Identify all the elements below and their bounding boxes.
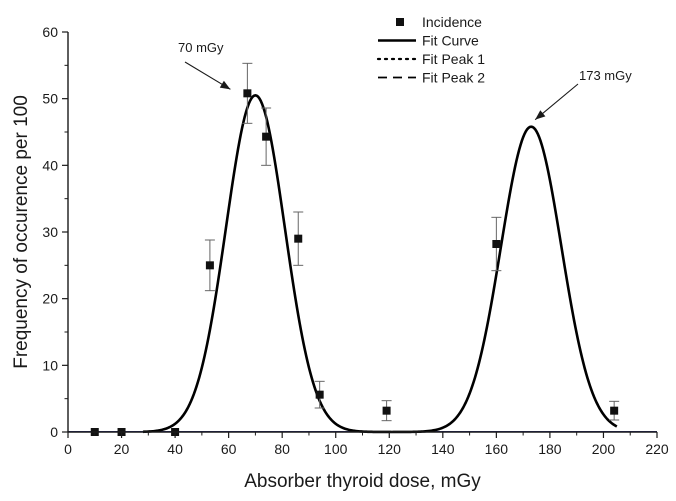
annotation-arrowhead-peak-2 — [535, 110, 546, 120]
annotation-label-peak-2: 173 mGy — [579, 68, 632, 83]
x-axis-ticks: 0 20 40 60 80 100 120 140 160 180 200 220 — [64, 432, 669, 457]
y-tick-label: 20 — [42, 291, 58, 307]
y-tick-label: 50 — [42, 91, 58, 107]
annotations: 70 mGy 173 mGy — [178, 40, 632, 121]
y-tick-label: 0 — [50, 424, 58, 440]
x-tick-label: 80 — [274, 441, 290, 457]
legend: Incidence Fit Curve Fit Peak 1 Fit Peak … — [376, 14, 485, 86]
x-axis-title: Absorber thyroid dose, mGy — [244, 471, 481, 492]
x-tick-label: 60 — [221, 441, 237, 457]
data-point — [382, 406, 391, 415]
data-point — [243, 89, 252, 98]
legend-marker-incidence — [396, 18, 404, 26]
y-tick-label: 30 — [42, 224, 58, 240]
plot-area — [68, 62, 657, 436]
x-tick-label: 140 — [431, 441, 455, 457]
x-tick-label: 160 — [485, 441, 509, 457]
data-point — [315, 390, 324, 399]
fit-curve-line — [142, 93, 618, 434]
data-point — [492, 240, 501, 248]
legend-label-fit-peak-1: Fit Peak 1 — [422, 51, 485, 67]
data-point — [205, 261, 214, 270]
x-tick-label: 0 — [64, 441, 72, 457]
x-tick-label: 40 — [167, 441, 183, 457]
y-tick-label: 10 — [42, 357, 58, 373]
y-tick-label: 40 — [42, 157, 58, 173]
x-tick-label: 200 — [592, 441, 616, 457]
x-tick-label: 220 — [645, 441, 669, 457]
y-tick-label: 60 — [42, 24, 58, 40]
y-axis-ticks: 0 10 20 30 40 50 60 — [42, 24, 68, 440]
x-tick-label: 100 — [324, 441, 348, 457]
x-tick-label: 120 — [378, 441, 402, 457]
data-point — [294, 234, 303, 243]
data-point — [610, 406, 619, 415]
legend-label-incidence: Incidence — [422, 14, 482, 30]
annotation-label-peak-1: 70 mGy — [178, 40, 224, 55]
annotation-arrowhead-peak-1 — [219, 80, 231, 90]
y-axis-title: Frequency of occurence per 100 — [11, 95, 32, 369]
data-point — [262, 132, 271, 141]
legend-label-fit-peak-2: Fit Peak 2 — [422, 70, 485, 86]
x-tick-label: 180 — [538, 441, 562, 457]
x-tick-label: 20 — [114, 441, 130, 457]
legend-label-fit-curve: Fit Curve — [422, 33, 479, 49]
